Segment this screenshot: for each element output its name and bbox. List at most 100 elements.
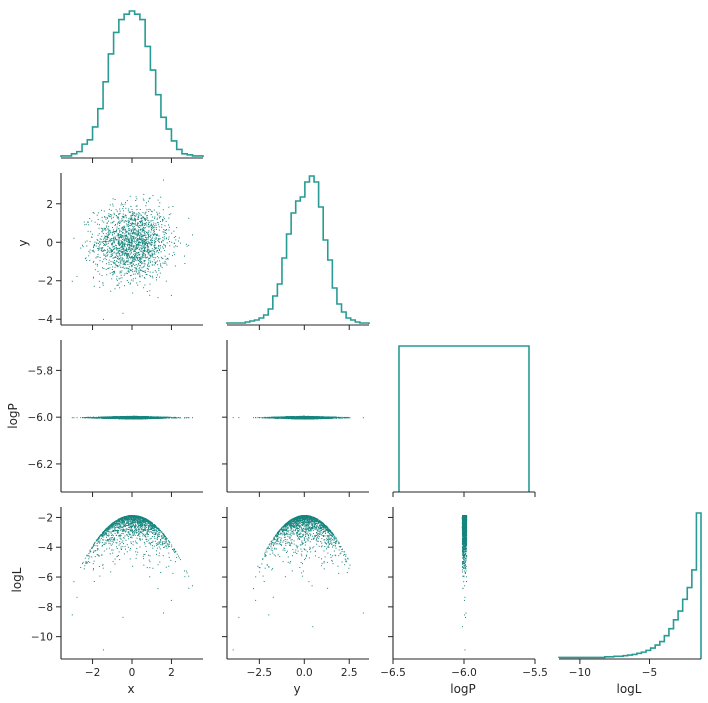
scatter-point bbox=[138, 416, 140, 418]
scatter-point bbox=[171, 241, 173, 243]
scatter-point bbox=[120, 250, 122, 252]
scatter-point bbox=[121, 252, 123, 254]
scatter-point bbox=[126, 253, 128, 255]
scatter-point bbox=[94, 417, 96, 419]
scatter-point bbox=[139, 253, 141, 255]
scatter-point bbox=[114, 248, 116, 250]
scatter-point bbox=[106, 417, 107, 419]
scatter-point bbox=[123, 225, 125, 227]
scatter-point bbox=[151, 256, 153, 258]
scatter-point bbox=[133, 237, 135, 239]
scatter-point bbox=[146, 232, 148, 234]
scatter-point bbox=[165, 220, 167, 222]
scatter-point bbox=[106, 255, 108, 256]
scatter-point bbox=[94, 269, 96, 271]
scatter-point bbox=[128, 256, 130, 258]
scatter-point bbox=[135, 218, 136, 220]
scatter-point bbox=[150, 254, 151, 256]
scatter-point bbox=[129, 253, 131, 255]
scatter-point bbox=[149, 294, 151, 296]
scatter-point bbox=[118, 218, 120, 220]
scatter-point bbox=[155, 223, 157, 225]
scatter-point bbox=[122, 216, 124, 218]
scatter-point bbox=[141, 230, 143, 232]
scatter-point bbox=[144, 219, 146, 221]
scatter-point bbox=[107, 232, 109, 234]
scatter-point bbox=[150, 244, 152, 246]
scatter-point bbox=[149, 251, 151, 253]
scatter-point bbox=[112, 227, 113, 228]
scatter-point bbox=[101, 230, 103, 232]
scatter-point bbox=[175, 416, 177, 418]
scatter-point bbox=[113, 262, 114, 264]
scatter-point bbox=[174, 254, 176, 256]
histogram-logP bbox=[398, 345, 530, 492]
scatter-point bbox=[128, 255, 130, 257]
scatter-point bbox=[109, 247, 111, 249]
scatter-point bbox=[128, 239, 130, 241]
scatter-point bbox=[91, 417, 93, 419]
scatter-point bbox=[129, 248, 131, 250]
scatter-point bbox=[148, 226, 150, 228]
scatter-point bbox=[131, 222, 133, 224]
scatter-point bbox=[163, 244, 165, 246]
scatter-point bbox=[103, 268, 105, 269]
scatter-point bbox=[121, 259, 123, 261]
scatter-point bbox=[149, 254, 151, 256]
scatter-point bbox=[126, 231, 128, 232]
scatter-point bbox=[124, 242, 126, 244]
scatter-point bbox=[343, 417, 345, 419]
scatter-point bbox=[127, 260, 129, 262]
scatter-point bbox=[118, 251, 120, 253]
scatter-point bbox=[132, 416, 134, 418]
scatter-point bbox=[151, 243, 153, 245]
scatter-point bbox=[121, 254, 123, 256]
scatter-point bbox=[160, 256, 162, 258]
scatter-point bbox=[125, 250, 127, 252]
scatter-point bbox=[117, 252, 119, 254]
scatter-point bbox=[106, 226, 108, 228]
scatter-point bbox=[134, 218, 136, 220]
scatter-point bbox=[146, 238, 148, 240]
scatter-point bbox=[152, 264, 154, 266]
scatter-point bbox=[317, 418, 319, 420]
scatter-point bbox=[148, 230, 150, 232]
scatter-point bbox=[134, 257, 136, 259]
scatter-point bbox=[147, 263, 149, 265]
scatter-point bbox=[129, 218, 131, 220]
scatter-point bbox=[92, 261, 94, 263]
scatter-point bbox=[123, 274, 125, 276]
scatter-point bbox=[125, 252, 127, 254]
scatter-point bbox=[185, 417, 187, 419]
scatter-point bbox=[122, 251, 124, 253]
scatter-point bbox=[138, 260, 140, 261]
scatter-point bbox=[107, 252, 108, 254]
scatter-point bbox=[116, 226, 118, 228]
scatter-point bbox=[186, 417, 188, 419]
scatter-point bbox=[116, 279, 118, 281]
scatter-point bbox=[123, 250, 125, 252]
scatter-point bbox=[327, 417, 329, 419]
scatter-point bbox=[115, 215, 117, 216]
scatter-point bbox=[109, 238, 111, 240]
scatter-point bbox=[82, 244, 83, 246]
scatter-point bbox=[159, 245, 161, 247]
scatter-point bbox=[144, 249, 146, 251]
scatter-point bbox=[111, 244, 113, 246]
scatter-point bbox=[148, 236, 150, 238]
scatter-point bbox=[159, 202, 161, 204]
scatter-point bbox=[145, 246, 147, 248]
scatter-point bbox=[138, 238, 140, 240]
scatter-point bbox=[148, 257, 150, 259]
scatter-point bbox=[96, 417, 98, 419]
scatter-point bbox=[152, 275, 153, 277]
scatter-point bbox=[112, 229, 114, 231]
scatter-point bbox=[164, 249, 166, 251]
scatter-point bbox=[155, 241, 157, 243]
scatter-point bbox=[145, 240, 147, 242]
scatter-point bbox=[322, 416, 324, 418]
scatter-point bbox=[164, 255, 166, 257]
scatter-point bbox=[127, 260, 129, 262]
scatter-point bbox=[140, 250, 142, 252]
scatter-point bbox=[130, 237, 132, 239]
